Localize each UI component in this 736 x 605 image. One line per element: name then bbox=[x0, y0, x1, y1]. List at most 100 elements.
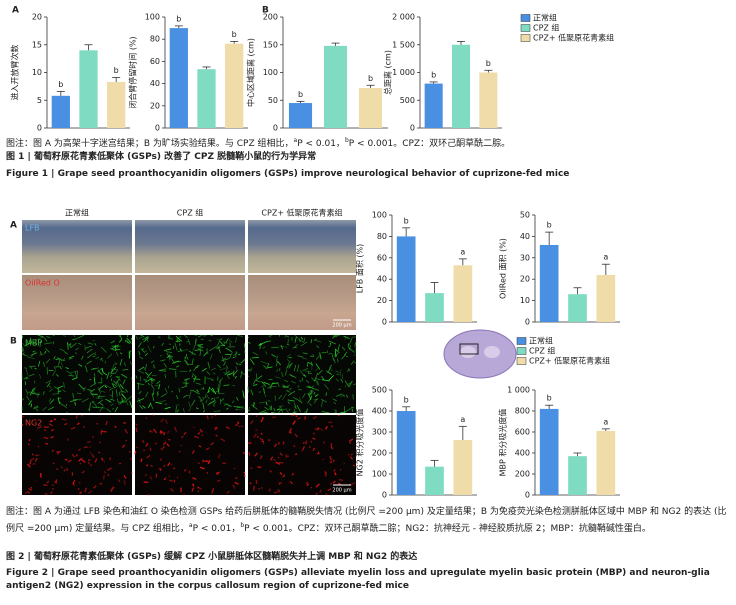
stain-signal bbox=[145, 372, 149, 376]
stain-signal bbox=[287, 401, 290, 405]
stain-signal bbox=[198, 334, 203, 338]
stain-signal bbox=[287, 339, 289, 344]
stain-signal bbox=[72, 334, 76, 338]
stain-signal bbox=[232, 351, 238, 357]
stain-signal bbox=[111, 369, 114, 372]
y-tick-label: 0 bbox=[410, 124, 415, 133]
stain-signal bbox=[290, 380, 296, 384]
stain-signal bbox=[97, 369, 103, 375]
stain-signal bbox=[170, 390, 174, 393]
stain-signal bbox=[62, 404, 68, 409]
stain-signal bbox=[93, 373, 96, 377]
significance-letter: b bbox=[547, 221, 552, 230]
stain-signal bbox=[321, 375, 325, 381]
stain-signal bbox=[106, 467, 112, 471]
stain-signal bbox=[60, 466, 63, 469]
stain-signal bbox=[335, 378, 339, 382]
stain-signal bbox=[135, 375, 138, 379]
stain-signal bbox=[117, 376, 121, 382]
stain-signal bbox=[300, 341, 308, 347]
stain-signal bbox=[277, 488, 281, 493]
stain-signal bbox=[243, 474, 246, 478]
stain-signal bbox=[45, 358, 51, 364]
stain-signal bbox=[257, 487, 261, 490]
stain-signal bbox=[67, 459, 72, 463]
stain-signal bbox=[351, 406, 354, 409]
stain-signal bbox=[177, 350, 182, 353]
stain-signal bbox=[307, 396, 313, 404]
stain-signal bbox=[37, 334, 44, 338]
stain-signal bbox=[49, 491, 53, 495]
stain-signal bbox=[228, 351, 233, 359]
stain-signal bbox=[226, 375, 230, 380]
stain-signal bbox=[249, 420, 254, 425]
stain-signal bbox=[267, 363, 270, 368]
stain-signal bbox=[339, 369, 342, 377]
stain-signal bbox=[21, 342, 25, 346]
stain-signal bbox=[251, 357, 259, 359]
y-tick-label: 0 bbox=[525, 318, 530, 327]
stain-signal bbox=[195, 382, 201, 385]
y-tick-label: 0 bbox=[382, 491, 387, 500]
stain-signal bbox=[119, 358, 123, 366]
y-tick-label: 1 500 bbox=[392, 40, 415, 49]
stain-signal bbox=[89, 402, 91, 411]
stain-signal bbox=[196, 343, 204, 346]
stain-signal bbox=[103, 470, 107, 474]
y-tick-label: 60 bbox=[150, 57, 160, 66]
stain-signal bbox=[297, 417, 302, 420]
stain-signal bbox=[52, 334, 56, 337]
stain-signal bbox=[178, 450, 181, 453]
stain-signal bbox=[75, 347, 79, 351]
stain-signal bbox=[263, 365, 267, 368]
note-text: P < 0.001。CPZ：双环己酮草酰二腙；NG2：抗神经元 - 神经胶质抗原… bbox=[244, 524, 651, 534]
stain-signal bbox=[139, 336, 143, 339]
stain-signal bbox=[308, 385, 314, 389]
stain-signal bbox=[176, 365, 180, 368]
stain-signal bbox=[343, 351, 348, 356]
stain-signal bbox=[98, 451, 101, 454]
stain-signal bbox=[262, 346, 266, 349]
stain-signal bbox=[39, 351, 42, 355]
stain-signal bbox=[265, 340, 271, 342]
stain-signal bbox=[150, 383, 154, 389]
stain-signal bbox=[164, 406, 171, 410]
stain-signal bbox=[278, 461, 284, 464]
stain-signal bbox=[21, 424, 24, 426]
stain-signal bbox=[145, 391, 149, 398]
stain-signal bbox=[226, 407, 229, 410]
stain-signal bbox=[110, 488, 113, 492]
y-tick-label: 10 bbox=[32, 68, 42, 77]
stain-signal bbox=[291, 472, 294, 476]
stain-signal bbox=[309, 403, 312, 407]
column-header: 正常组 bbox=[65, 208, 89, 218]
stain-signal bbox=[264, 406, 270, 411]
stain-signal bbox=[150, 377, 153, 381]
stain-signal bbox=[148, 402, 152, 408]
stain-signal bbox=[109, 394, 113, 396]
stain-signal bbox=[216, 473, 219, 476]
y-axis-label: MBP 积分吸光度值 bbox=[498, 409, 508, 477]
stain-signal bbox=[67, 342, 69, 350]
stain-signal bbox=[52, 370, 56, 377]
stain-signal bbox=[217, 346, 221, 354]
stain-signal bbox=[30, 337, 32, 344]
stain-signal bbox=[217, 387, 220, 393]
y-tick-label: 40 bbox=[377, 275, 387, 284]
stain-signal bbox=[146, 464, 149, 467]
stain-signal bbox=[42, 406, 47, 411]
stain-signal bbox=[110, 398, 115, 401]
stain-signal bbox=[78, 398, 82, 401]
stain-signal bbox=[141, 336, 149, 341]
stain-signal bbox=[228, 339, 233, 343]
stain-signal bbox=[134, 334, 139, 340]
stain-signal bbox=[43, 429, 47, 432]
stain-signal bbox=[110, 340, 116, 344]
stain-signal bbox=[176, 409, 180, 413]
stain-signal bbox=[313, 432, 316, 435]
stain-signal bbox=[316, 452, 320, 455]
stain-signal bbox=[74, 402, 76, 406]
y-tick-label: 80 bbox=[150, 35, 160, 44]
stain-signal bbox=[255, 415, 258, 418]
